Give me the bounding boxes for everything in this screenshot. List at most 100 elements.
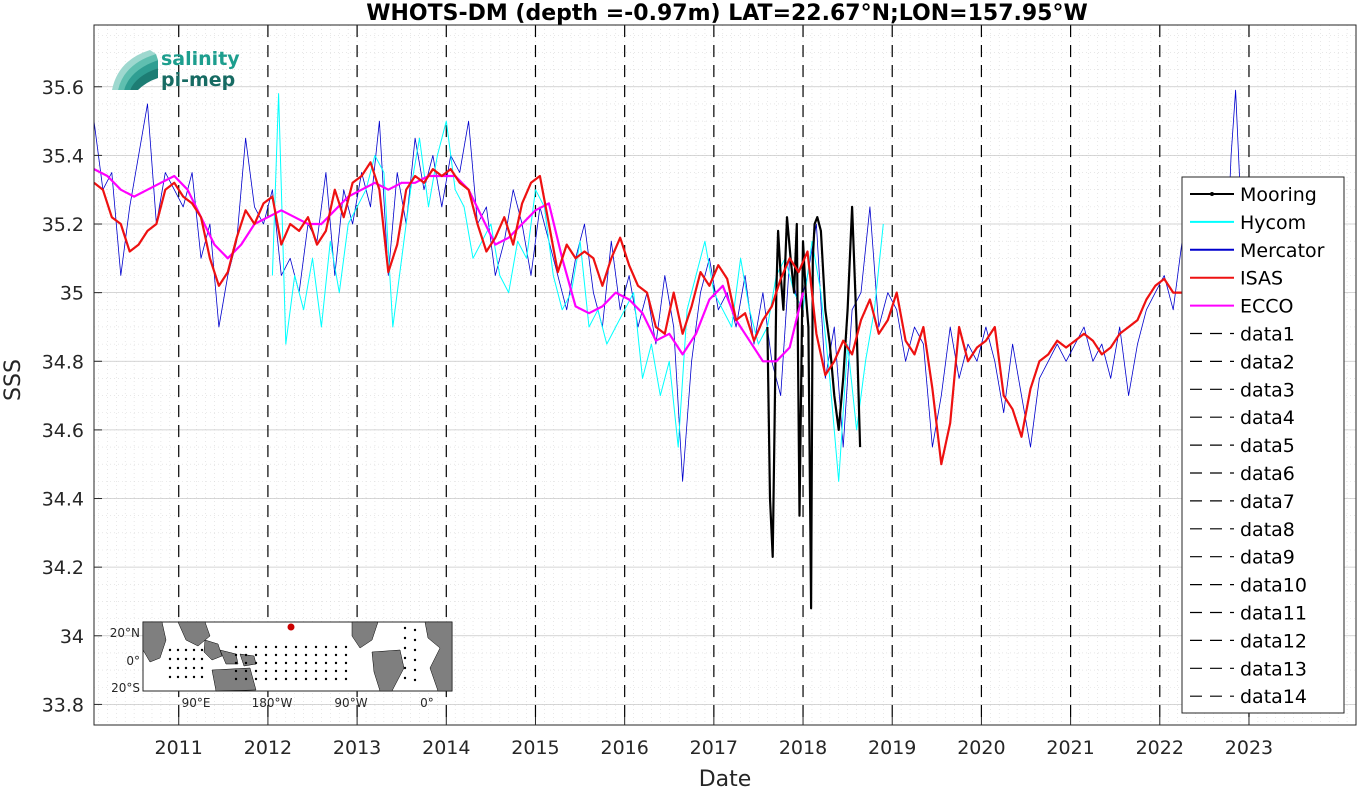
map-land-shape [219,649,239,665]
map-land-shape [211,667,257,692]
map-dot [234,661,238,665]
logo-line2: pi-mep [161,69,235,91]
series-lines [93,89,1245,610]
x-axis-label: Date [699,767,752,790]
map-dot [334,661,338,665]
map-dot [234,677,238,681]
y-ticks: 33.8 34 34.2 34.4 34.6 34.8 35 35.2 35.4 35.6 [42,77,102,716]
map-dot [284,653,288,657]
map-dot [244,653,248,657]
map-dot [344,645,348,649]
map-dot [176,657,180,661]
y-tick-label: 34.6 [42,420,84,442]
x-tick-label: 2022 [1136,737,1184,759]
map-dot [304,669,308,673]
map-dot [403,676,407,680]
x-tick-label: 2018 [779,737,827,759]
map-dot [403,666,407,670]
map-dot [200,657,204,661]
map-dot [304,645,308,649]
x-tick-label: 2012 [244,737,292,759]
map-dot [192,666,196,670]
map-dot [413,628,417,632]
map-land-shape [424,621,453,692]
legend-label-data3: data3 [1240,379,1295,401]
legend-label-hycom: Hycom [1240,212,1306,234]
map-dot [344,661,348,665]
map-dot [294,653,298,657]
map-dot [254,645,258,649]
map-dot [234,669,238,673]
map-dot [192,675,196,679]
y-tick-label: 35.6 [42,77,84,99]
map-land [142,621,453,692]
legend-label-isas: ISAS [1240,268,1283,290]
map-dot [184,657,188,661]
map-dot [284,645,288,649]
map-dot [192,657,196,661]
x-tick-label: 2014 [422,737,470,759]
map-dot [294,669,298,673]
map-dot [334,653,338,657]
x-tick-label: 2011 [155,737,203,759]
map-dot [294,645,298,649]
map-dot [334,645,338,649]
map-dot [184,675,188,679]
series-line-ecco [93,168,805,363]
map-dot [344,677,348,681]
map-dot [244,661,248,665]
y-axis-label: SSS [1,359,26,401]
y-tick-label: 35.4 [42,145,84,167]
map-selected-marker [287,623,295,631]
map-land-shape [142,621,167,663]
map-dot [176,675,180,679]
legend-label-ecco: ECCO [1240,296,1294,318]
legend-label-data6: data6 [1240,463,1295,485]
x-tick-label: 2020 [957,737,1005,759]
map-dot [200,666,204,670]
legend-label-data13: data13 [1240,658,1307,680]
map-dot [314,661,318,665]
x-tick-label: 2019 [868,737,916,759]
x-tick-label: 2016 [600,737,648,759]
legend-label-data8: data8 [1240,519,1295,541]
map-land-shape [351,621,379,649]
map-land-shape [371,649,405,692]
map-land-shape [203,639,223,661]
map-dot [192,648,196,652]
map-dot [324,645,328,649]
map-dot [403,646,407,650]
map-lon-180w: 180°W [252,696,293,710]
map-dot [264,653,268,657]
map-dot [274,661,278,665]
map-dot [344,669,348,673]
map-lon-90e: 90°E [182,696,211,710]
map-dot [334,669,338,673]
map-dot [234,653,238,657]
y-tick-label: 34.4 [42,489,84,511]
map-dot [264,661,268,665]
legend-label-data10: data10 [1240,575,1307,597]
map-dot [176,666,180,670]
map-lat-20n: 20°N [110,626,140,640]
map-lat-20s: 20°S [111,681,140,695]
x-tick-label: 2013 [333,737,381,759]
map-dot [176,648,180,652]
y-tick-label: 35.2 [42,214,84,236]
map-dot [324,669,328,673]
y-tick-label: 34.8 [42,351,84,373]
map-dot [413,668,417,672]
legend-label-data9: data9 [1240,547,1295,569]
map-dot [294,661,298,665]
map-dot [324,661,328,665]
y-tick-label: 35 [60,283,84,305]
map-mooring-dots [168,626,417,682]
map-dot [254,669,258,673]
map-dot [284,669,288,673]
map-dot [184,666,188,670]
map-dot [284,677,288,681]
legend-label-data14: data14 [1240,686,1307,708]
map-dot [184,648,188,652]
y-tick-label: 33.8 [42,694,84,716]
map-dot [304,661,308,665]
